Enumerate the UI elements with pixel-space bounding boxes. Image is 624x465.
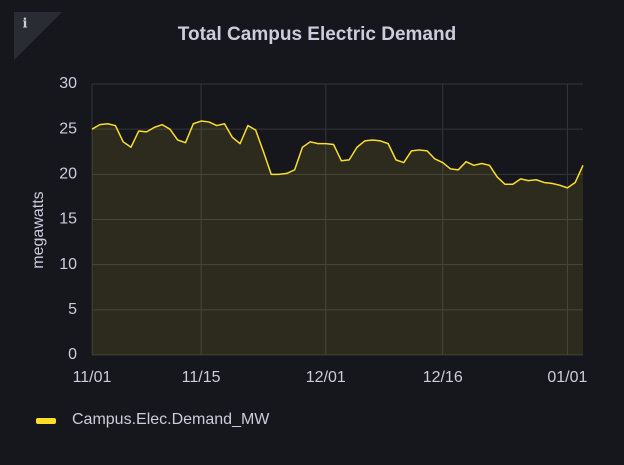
y-tick-label: 20: [59, 166, 77, 183]
x-tick-label: 11/01: [73, 369, 112, 386]
y-tick-label: 10: [59, 256, 77, 273]
area-fill: [92, 121, 583, 355]
x-tick-label: 01/01: [547, 369, 587, 386]
chart-title: Total Campus Electric Demand: [178, 24, 456, 45]
info-icon: i: [23, 17, 28, 32]
y-tick-label: 25: [59, 120, 77, 137]
legend-label[interactable]: Campus.Elec.Demand_MW: [72, 411, 270, 428]
x-tick-label: 11/15: [182, 369, 221, 386]
y-tick-label: 30: [59, 75, 77, 92]
info-corner[interactable]: [14, 12, 62, 60]
x-tick-label: 12/16: [423, 369, 463, 386]
legend-swatch[interactable]: [36, 418, 56, 424]
y-tick-label: 15: [59, 211, 77, 228]
x-tick-label: 12/01: [306, 369, 346, 386]
y-tick-label: 0: [68, 346, 77, 363]
y-tick-label: 5: [68, 301, 77, 318]
series-line: [91, 120, 584, 189]
y-axis-label: megawatts: [30, 191, 47, 268]
